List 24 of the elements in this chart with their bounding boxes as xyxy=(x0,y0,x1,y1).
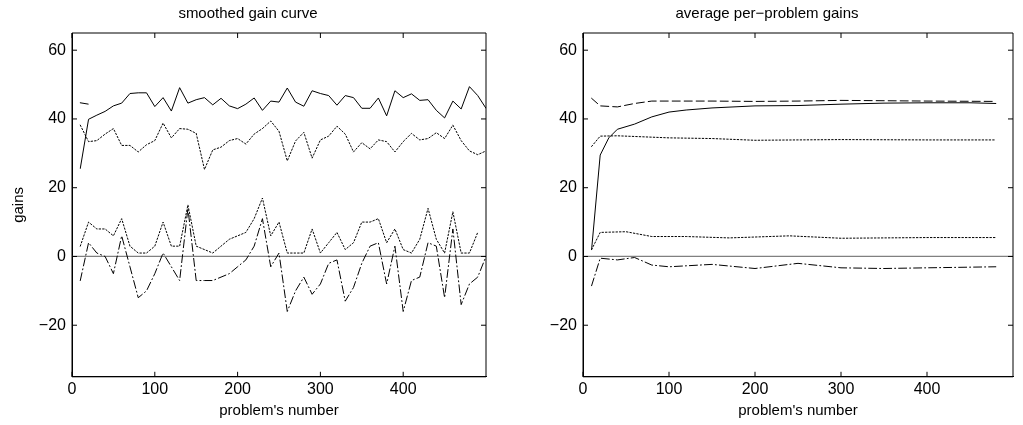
x-tick-label: 300 xyxy=(307,379,334,397)
y-tick-label: 0 xyxy=(57,246,67,264)
x-tick-label: 200 xyxy=(741,379,769,397)
x-tick-label: 200 xyxy=(224,379,252,397)
y-tick-label: 60 xyxy=(48,40,67,58)
y-tick-label: 60 xyxy=(559,40,578,58)
x-tick-label: 400 xyxy=(913,379,941,397)
y-tick-label: 20 xyxy=(559,178,578,196)
x-tick-label: 400 xyxy=(389,379,417,397)
line-series xyxy=(591,257,997,287)
y-axis-title: gains xyxy=(9,186,27,223)
x-tick-label: 100 xyxy=(141,379,169,397)
x-axis-title: problem's number xyxy=(219,401,339,419)
y-tick-label: 0 xyxy=(568,246,578,264)
y-tick-label: 20 xyxy=(48,178,67,196)
y-tick-label: −20 xyxy=(38,315,67,333)
y-tick-label: 40 xyxy=(559,109,578,127)
x-axis-title: problem's number xyxy=(738,401,858,419)
x-tick-label: 100 xyxy=(655,379,683,397)
chart-title: smoothed gain curve xyxy=(178,4,318,22)
chart-title: average per−problem gains xyxy=(675,4,859,22)
y-tick-label: −20 xyxy=(549,315,578,333)
x-tick-label: 300 xyxy=(827,379,855,397)
y-tick-label: 40 xyxy=(48,109,67,127)
